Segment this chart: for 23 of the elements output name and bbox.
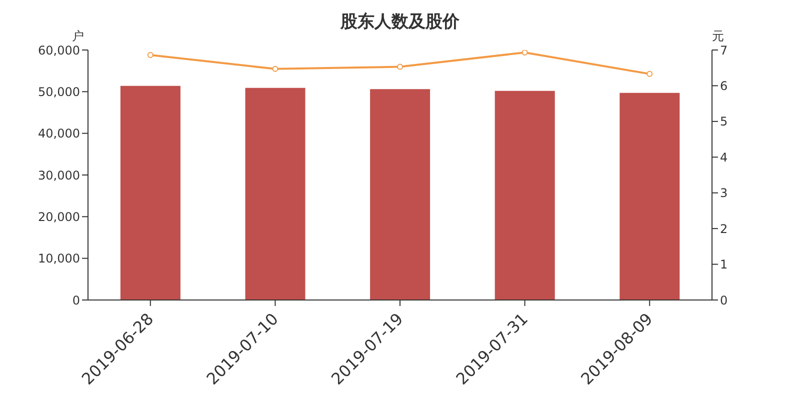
y2-tick-label: 5 — [720, 114, 728, 129]
y2-tick-label: 6 — [720, 78, 728, 93]
y-tick-label: 60,000 — [38, 43, 80, 58]
y-tick-label: 40,000 — [38, 126, 80, 141]
y-tick-label: 0 — [72, 293, 80, 308]
y2-tick-label: 1 — [720, 258, 728, 272]
y-tick-label: 50,000 — [38, 84, 80, 99]
y-axis-title: 户 — [72, 28, 84, 45]
y2-tick-label: 7 — [720, 43, 728, 58]
chart-title: 股东人数及股价 — [340, 12, 460, 32]
y2-tick-label: 2 — [720, 222, 728, 236]
bar — [120, 86, 180, 300]
y2-axis-title: 元 — [712, 28, 724, 45]
y-tick-label: 20,000 — [38, 210, 80, 224]
bar — [245, 88, 306, 300]
bar — [620, 92, 680, 300]
y-tick-label: 10,000 — [38, 252, 80, 266]
y-tick-label: 30,000 — [38, 168, 80, 182]
bar — [494, 90, 555, 300]
y2-tick-label: 4 — [720, 150, 728, 164]
bar — [370, 89, 430, 300]
y2-tick-label: 3 — [720, 186, 728, 200]
y2-tick-label: 0 — [720, 293, 728, 308]
